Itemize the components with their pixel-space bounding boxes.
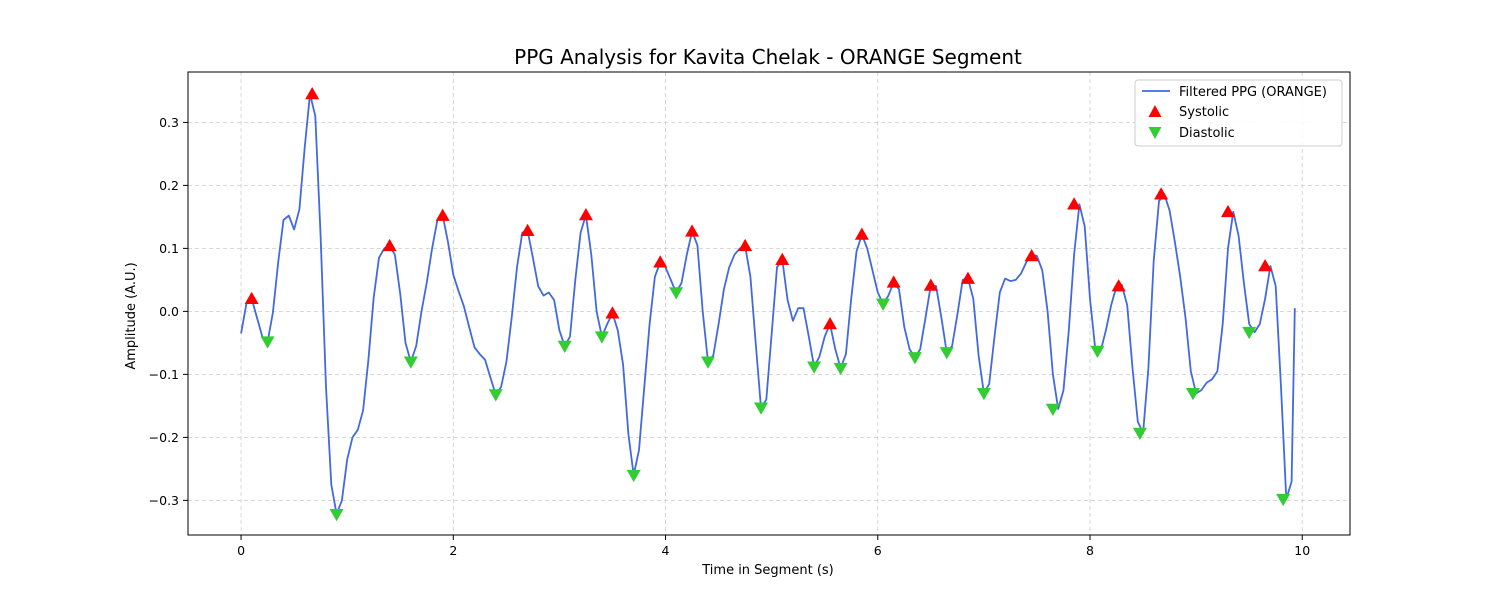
diastolic-marker bbox=[833, 362, 848, 376]
diastolic-marker bbox=[976, 388, 991, 401]
systolic-marker bbox=[960, 271, 975, 284]
x-tick-label: 0 bbox=[237, 543, 245, 558]
systolic-marker bbox=[1258, 259, 1273, 272]
diastolic-marker bbox=[807, 361, 822, 374]
y-tick-label: −0.2 bbox=[149, 430, 179, 445]
y-tick-label: 0.2 bbox=[159, 178, 179, 193]
systolic-marker bbox=[738, 238, 753, 252]
diastolic-marker bbox=[1132, 427, 1147, 440]
systolic-marker bbox=[1154, 187, 1169, 200]
systolic-marker bbox=[1220, 204, 1235, 218]
diastolic-marker bbox=[1185, 388, 1200, 401]
diastolic-marker bbox=[939, 347, 954, 360]
ticks: 0 2 4 6 8 10 −0.3 −0.2 −0.1 0.0 0.1 0.2 0.3 bbox=[149, 115, 1311, 558]
x-tick-label: 10 bbox=[1294, 543, 1310, 558]
systolic-marker bbox=[1111, 279, 1126, 292]
diastolic-marker bbox=[1045, 403, 1060, 417]
systolic-marker bbox=[1024, 248, 1039, 262]
diastolic-marker bbox=[626, 469, 641, 483]
markers bbox=[244, 87, 1291, 522]
legend-entry-systolic: Systolic bbox=[1179, 105, 1229, 120]
systolic-marker bbox=[605, 306, 620, 319]
chart-title: PPG Analysis for Kavita Chelak - ORANGE … bbox=[514, 45, 1022, 69]
systolic-marker bbox=[685, 224, 700, 237]
diastolic-marker bbox=[260, 336, 275, 349]
systolic-marker bbox=[886, 275, 901, 288]
systolic-marker bbox=[382, 238, 397, 252]
x-axis-label: Time in Segment (s) bbox=[701, 563, 833, 578]
systolic-marker bbox=[1067, 197, 1082, 210]
diastolic-marker bbox=[669, 287, 684, 300]
systolic-marker bbox=[775, 252, 790, 265]
systolic-marker bbox=[923, 278, 938, 291]
x-tick-label: 8 bbox=[1086, 543, 1094, 558]
legend-diastolic-swatch bbox=[1148, 127, 1162, 139]
diastolic-marker bbox=[754, 402, 769, 415]
x-tick-label: 2 bbox=[449, 543, 457, 558]
legend-systolic-swatch bbox=[1148, 105, 1162, 117]
diastolic-marker bbox=[700, 356, 715, 369]
systolic-marker bbox=[578, 207, 593, 221]
x-tick-label: 6 bbox=[874, 543, 882, 558]
systolic-marker bbox=[854, 227, 869, 240]
legend-box bbox=[1134, 79, 1343, 147]
y-tick-label: 0.0 bbox=[159, 304, 179, 319]
diastolic-marker bbox=[594, 331, 609, 344]
diastolic-marker bbox=[329, 508, 344, 522]
diastolic-marker bbox=[876, 298, 891, 311]
systolic-marker bbox=[244, 291, 259, 305]
y-axis-label: Amplitude (A.U.) bbox=[124, 262, 139, 369]
diastolic-marker bbox=[1242, 326, 1257, 340]
diastolic-marker bbox=[557, 340, 572, 354]
y-tick-label: 0.3 bbox=[159, 115, 179, 130]
systolic-marker bbox=[823, 316, 838, 330]
systolic-marker bbox=[653, 255, 668, 268]
legend-entry-diastolic: Diastolic bbox=[1179, 126, 1235, 141]
systolic-marker bbox=[520, 223, 535, 236]
diastolic-marker bbox=[488, 389, 503, 402]
diastolic-marker bbox=[403, 356, 418, 369]
legend: Filtered PPG (ORANGE) Systolic Diastolic bbox=[1134, 79, 1343, 147]
y-tick-label: −0.1 bbox=[149, 367, 179, 382]
y-tick-label: −0.3 bbox=[149, 493, 179, 508]
legend-entry-filtered-ppg: Filtered PPG (ORANGE) bbox=[1179, 85, 1327, 100]
diastolic-marker bbox=[907, 352, 922, 365]
systolic-marker bbox=[305, 87, 320, 100]
diastolic-marker bbox=[1090, 345, 1105, 359]
diastolic-marker bbox=[1276, 493, 1291, 507]
x-tick-label: 4 bbox=[662, 543, 670, 558]
plot-frame bbox=[187, 71, 1351, 536]
y-tick-label: 0.1 bbox=[159, 241, 179, 256]
systolic-marker bbox=[435, 208, 450, 221]
